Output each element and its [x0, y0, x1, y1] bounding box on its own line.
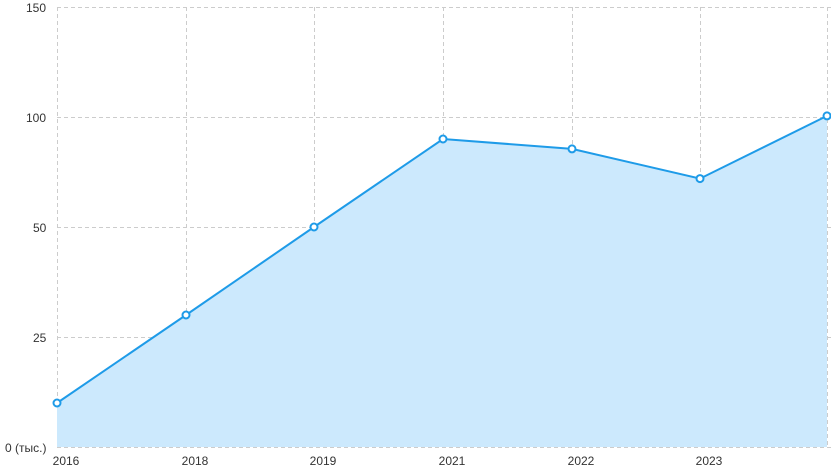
data-point [567, 144, 577, 154]
x-tick-label: 2021 [439, 454, 466, 468]
y-tick-label: 50 [33, 221, 47, 235]
y-tick-label: 25 [33, 331, 47, 345]
data-point [309, 222, 319, 232]
y-tick-label: 0 (тыс.) [5, 441, 46, 455]
x-tick-label: 2019 [310, 454, 337, 468]
data-point [181, 310, 191, 320]
area-fill [57, 115, 827, 448]
y-tick-label: 150 [26, 1, 46, 15]
x-tick-label: 2016 [53, 454, 80, 468]
y-tick-label: 100 [26, 111, 46, 125]
data-point [52, 398, 62, 408]
data-point [822, 111, 831, 121]
data-point [695, 174, 705, 184]
x-tick-label: 2023 [696, 454, 723, 468]
x-axis-ticks: 2016 2018 2019 2021 2022 2023 [53, 454, 723, 468]
series-area [52, 111, 831, 448]
data-point [438, 134, 448, 144]
y-axis-ticks: 0 (тыс.) 25 50 100 150 [5, 1, 47, 455]
x-tick-label: 2022 [568, 454, 595, 468]
x-tick-label: 2018 [182, 454, 209, 468]
